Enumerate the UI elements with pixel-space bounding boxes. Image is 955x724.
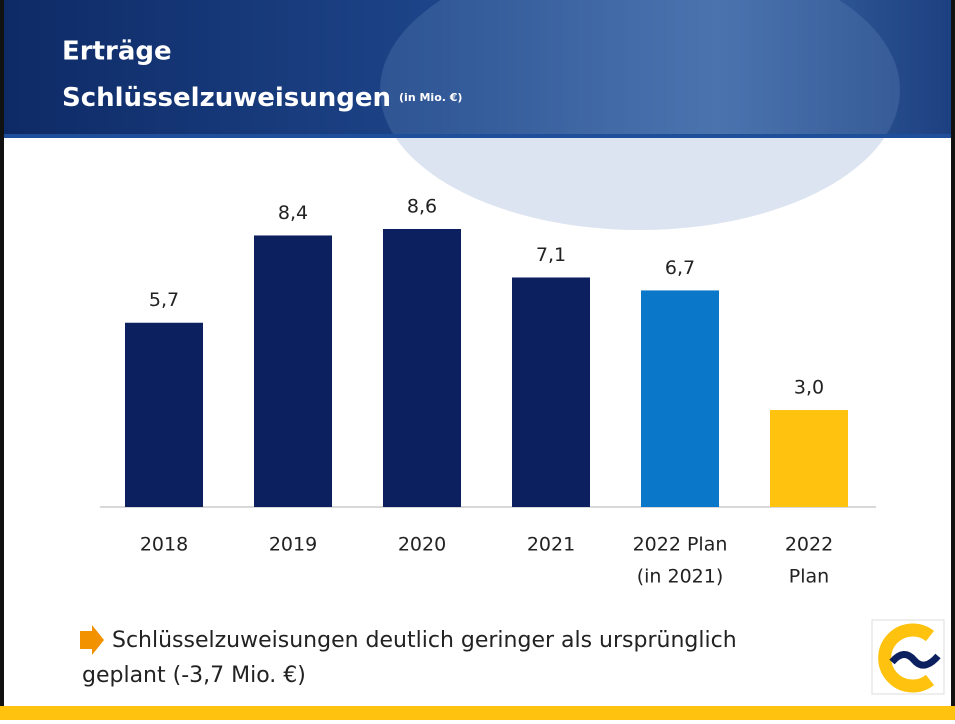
value-label: 3,0 (794, 377, 824, 399)
x-tick-label: Plan (789, 566, 829, 588)
bar (641, 290, 719, 507)
x-tick-label: 2022 Plan (633, 534, 728, 556)
left-border (0, 0, 4, 720)
footer-band (0, 706, 955, 720)
title-text: Schlüsselzuweisungen (62, 83, 391, 113)
arrow-icon (80, 625, 104, 655)
value-label: 5,7 (149, 289, 179, 311)
x-tick-label: 2019 (269, 534, 317, 556)
logo (871, 619, 945, 695)
title: Erträge (62, 37, 172, 67)
bar (254, 235, 332, 507)
bar (770, 410, 848, 507)
header-rule (0, 134, 955, 138)
title-unit: (in Mio. €) (399, 91, 462, 104)
bar (125, 322, 203, 507)
value-label: 8,4 (278, 202, 308, 224)
value-label: 7,1 (536, 244, 566, 266)
header-globe (380, 0, 900, 230)
bar (383, 229, 461, 507)
x-tick-label: 2020 (398, 534, 446, 556)
right-border (951, 0, 955, 720)
x-tick-label: 2022 (785, 534, 833, 556)
footer-text: geplant (-3,7 Mio. €) (82, 663, 306, 688)
x-tick-label: 2021 (527, 534, 575, 556)
x-tick-label: (in 2021) (637, 566, 724, 588)
x-tick-label: 2018 (140, 534, 188, 556)
value-label: 8,6 (407, 196, 437, 218)
title: Schlüsselzuweisungen (in Mio. €) (62, 83, 462, 113)
header-band (0, 0, 955, 134)
value-label: 6,7 (665, 257, 695, 279)
footer-text: Schlüsselzuweisungen deutlich geringer a… (112, 628, 737, 653)
bar (512, 277, 590, 507)
